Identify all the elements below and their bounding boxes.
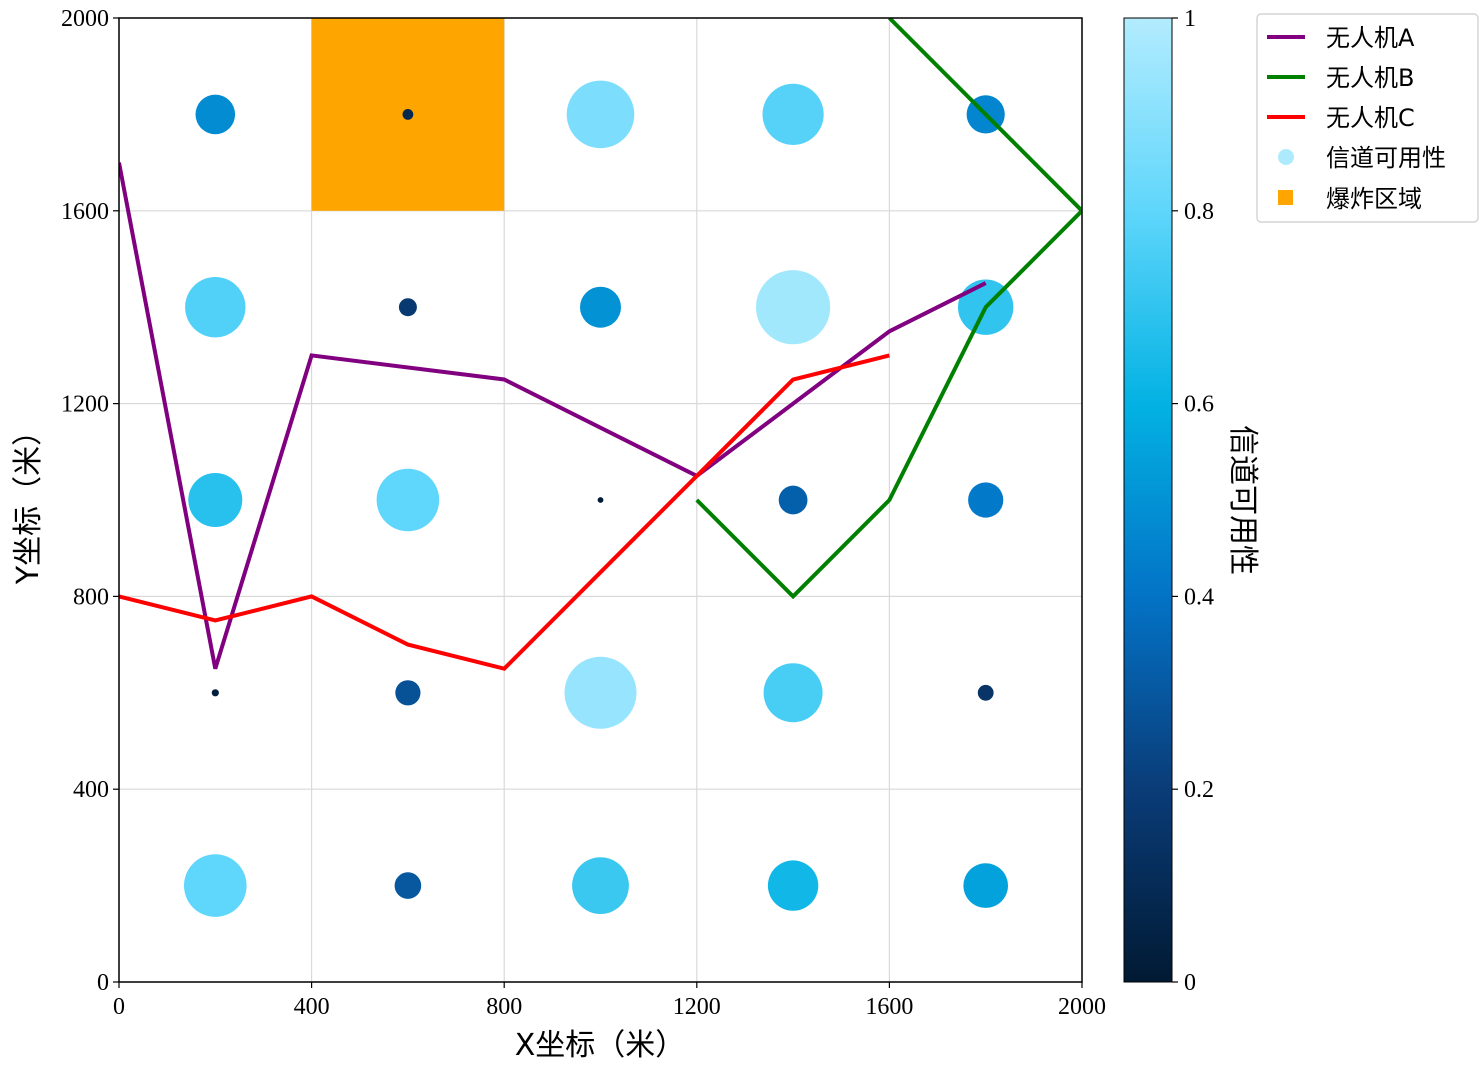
drone-c-path <box>119 353 890 671</box>
x-tick-label: 400 <box>294 994 330 1020</box>
legend-label-explosion-zone: 爆炸区域 <box>1326 185 1422 213</box>
channel-point <box>572 857 629 914</box>
colorbar-tick-label: 1 <box>1184 6 1196 32</box>
channel-point <box>184 854 247 917</box>
colorbar-label: 信道可用性 <box>1225 425 1260 575</box>
colorbar-gradient <box>1123 17 1173 983</box>
colorbar-tick-label: 0.6 <box>1184 392 1214 418</box>
x-axis-label: X坐标（米） <box>515 1028 686 1063</box>
channel-point <box>564 656 637 729</box>
colorbar-tick-label: 0 <box>1184 970 1196 996</box>
y-tick-label: 0 <box>97 970 109 996</box>
y-tick-label: 2000 <box>61 6 109 32</box>
channel-point <box>376 468 440 532</box>
y-axis-label: Y坐标（米） <box>11 416 46 585</box>
channel-point <box>762 83 824 145</box>
y-tick-label: 1600 <box>61 199 109 225</box>
legend-label-drone-a: 无人机A <box>1326 24 1415 52</box>
channel-point <box>597 497 604 503</box>
channel-point <box>398 298 417 317</box>
channel-point <box>394 872 422 899</box>
channel-point <box>767 860 819 911</box>
colorbar-tick-label: 0.2 <box>1184 777 1214 803</box>
channel-point <box>185 277 246 338</box>
legend-label-drone-c: 无人机C <box>1326 104 1415 132</box>
channel-point <box>968 482 1004 518</box>
channel-point <box>395 680 421 706</box>
colorbar: 0 0.2 0.4 0.6 0.8 1 信道可用性 <box>1123 6 1260 996</box>
drone-a-path <box>119 162 987 670</box>
colorbar-tick-label: 0.4 <box>1184 584 1214 610</box>
channel-point <box>566 80 635 149</box>
y-tick-label: 400 <box>73 777 109 803</box>
x-tick-label: 0 <box>113 994 125 1020</box>
channel-point <box>977 684 994 701</box>
legend-label-drone-b: 无人机B <box>1326 64 1414 92</box>
channel-point <box>756 270 831 345</box>
x-axis-ticks: 0 400 800 1200 1600 2000 <box>113 982 1106 1020</box>
channel-point <box>963 863 1008 908</box>
x-tick-label: 1600 <box>865 994 913 1020</box>
channel-point <box>580 286 621 328</box>
legend: 无人机A 无人机B 无人机C 信道可用性 爆炸区域 <box>1256 13 1479 223</box>
colorbar-tick-label: 0.8 <box>1184 199 1214 225</box>
drone-b-path <box>695 18 1082 600</box>
plot-frame <box>118 17 1083 983</box>
x-tick-label: 2000 <box>1058 994 1106 1020</box>
legend-box <box>1256 13 1479 223</box>
channel-point <box>188 473 243 527</box>
channel-point <box>195 94 236 135</box>
channel-point <box>778 485 808 515</box>
legend-marker-explosion-zone <box>1278 190 1293 205</box>
x-tick-label: 800 <box>486 994 522 1020</box>
legend-label-channel: 信道可用性 <box>1326 144 1446 172</box>
y-axis-ticks: 0 400 800 1200 1600 2000 <box>61 6 119 996</box>
channel-point <box>763 663 823 723</box>
plot-area <box>118 17 1083 983</box>
y-tick-label: 1200 <box>61 392 109 418</box>
channel-point <box>402 109 414 120</box>
y-tick-label: 800 <box>73 584 109 610</box>
x-tick-label: 1200 <box>673 994 721 1020</box>
legend-marker-channel <box>1278 149 1294 165</box>
channel-point <box>211 689 219 697</box>
